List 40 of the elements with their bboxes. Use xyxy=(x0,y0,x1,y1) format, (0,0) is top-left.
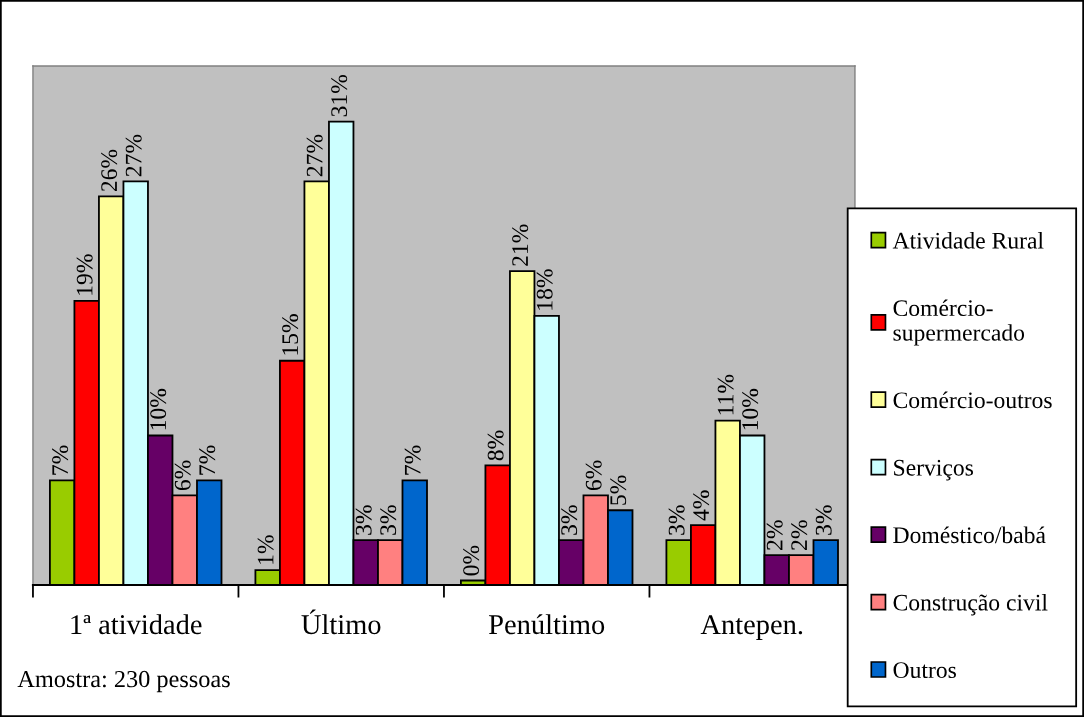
legend-label: Doméstico/babá xyxy=(893,526,1046,544)
data-label: 6% xyxy=(585,460,602,491)
data-label: 2% xyxy=(791,520,808,550)
data-label: 11% xyxy=(717,374,734,415)
data-label: 31% xyxy=(331,74,348,117)
data-label: 10% xyxy=(150,388,167,430)
data-label: 27% xyxy=(125,134,142,177)
data-label: 3% xyxy=(380,505,397,535)
data-label: 8% xyxy=(487,430,504,461)
legend-label: Outros xyxy=(893,662,956,679)
data-label: 19% xyxy=(76,254,93,295)
data-label: 21% xyxy=(512,224,529,266)
x-tick-label: 1ª atividade xyxy=(71,614,202,635)
data-label: 2% xyxy=(766,520,783,550)
data-label: 4% xyxy=(693,490,710,521)
data-label: 7% xyxy=(404,445,421,475)
data-label: 7% xyxy=(199,445,216,475)
x-tick-label: Penúltimo xyxy=(488,614,605,635)
legend-label: Atividade Rural xyxy=(892,232,1044,249)
legend-label: Construção civil xyxy=(893,593,1048,616)
data-label: 10% xyxy=(742,388,759,430)
text: Amostra: 230 pessoas xyxy=(17,670,230,693)
data-label: 0% xyxy=(463,545,480,576)
x-tick-label: Antepen. xyxy=(700,615,803,640)
legend-label: Comércio-supermercado xyxy=(893,299,1025,346)
data-label: 3% xyxy=(815,505,832,535)
data-label: 3% xyxy=(561,505,578,535)
legend-label: Comércio-outros xyxy=(893,391,1052,409)
data-label: 18% xyxy=(536,269,553,310)
data-label: 7% xyxy=(52,445,69,475)
data-label: 27% xyxy=(306,134,323,177)
data-label: 6% xyxy=(174,460,191,491)
data-label: 1% xyxy=(257,535,274,564)
data-label: 3% xyxy=(355,505,372,535)
data-label: 15% xyxy=(282,314,299,355)
data-label: 5% xyxy=(610,475,627,505)
data-label: 3% xyxy=(668,505,685,535)
legend-label: Serviços xyxy=(894,459,974,481)
x-tick-label: Último xyxy=(301,609,381,635)
data-label: 26% xyxy=(101,149,118,192)
